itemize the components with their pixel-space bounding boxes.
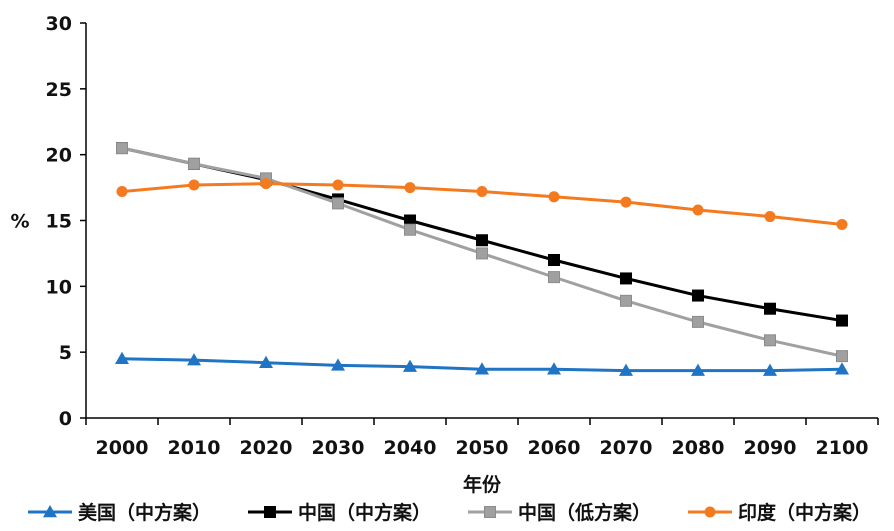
data-point [187, 353, 201, 366]
data-point [619, 363, 633, 376]
y-axis-title: % [10, 211, 29, 233]
data-point [548, 254, 560, 266]
x-tick-label: 2100 [816, 437, 869, 459]
data-point [403, 359, 417, 372]
data-point [692, 204, 704, 216]
x-axis-title: 年份 [463, 473, 502, 496]
data-point [835, 362, 849, 375]
legend-label: 中国（中方案） [298, 501, 431, 524]
series-2 [116, 142, 848, 363]
data-point [332, 197, 344, 210]
x-tick-label: 2030 [312, 437, 365, 459]
data-point [259, 355, 273, 368]
series-3 [116, 178, 848, 230]
data-point [404, 182, 416, 194]
data-point [260, 178, 272, 190]
legend-marker [43, 505, 57, 518]
data-point [836, 218, 848, 230]
data-point [331, 358, 345, 371]
y-tick-label: 5 [59, 342, 72, 364]
data-point [476, 247, 488, 260]
legend-item-2: 中国（低方案） [468, 501, 651, 524]
y-tick-label: 10 [46, 276, 72, 298]
legend-label: 中国（低方案） [518, 501, 651, 524]
data-point [692, 315, 704, 328]
data-point [476, 234, 488, 247]
data-point [620, 272, 632, 285]
legend: 美国（中方案） 中国（中方案） 中国（低方案） 印度（中方案） [28, 501, 871, 524]
legend-item-1: 中国（中方案） [248, 501, 431, 524]
legend-item-0: 美国（中方案） [28, 501, 211, 524]
x-tick-label: 2090 [744, 437, 797, 459]
data-point [188, 179, 200, 191]
legend-marker [704, 506, 716, 518]
x-tick-label: 2020 [240, 437, 293, 459]
x-tick-label: 2050 [456, 437, 509, 459]
y-tick-label: 30 [46, 13, 72, 35]
x-tick-label: 2010 [168, 437, 221, 459]
data-point [547, 362, 561, 375]
data-point [620, 196, 632, 208]
series-layer [115, 142, 849, 376]
data-point [476, 186, 488, 198]
y-tick-label: 0 [59, 408, 72, 430]
data-point [188, 157, 200, 170]
data-point [115, 351, 129, 364]
legend-item-3: 印度（中方案） [688, 501, 871, 524]
data-point [692, 289, 704, 302]
data-point [764, 211, 776, 223]
data-point [836, 350, 848, 363]
data-point [764, 334, 776, 347]
y-tick-label: 15 [46, 211, 72, 233]
series-0 [115, 351, 849, 376]
x-tick-label: 2040 [384, 437, 437, 459]
legend-marker [264, 506, 276, 518]
data-point [764, 302, 776, 315]
data-point [548, 271, 560, 284]
data-point [332, 179, 344, 191]
y-tick-label: 25 [46, 79, 72, 101]
data-point [116, 186, 128, 198]
data-point [404, 223, 416, 236]
axes: 0 5 10 15 20 25 30 2000 2010 2020 2030 2040 2050 2060… [10, 13, 879, 496]
data-point [475, 362, 489, 375]
x-tick-label: 2070 [600, 437, 653, 459]
legend-label: 美国（中方案） [78, 501, 211, 524]
x-tick-label: 2060 [528, 437, 581, 459]
x-tick-label: 2080 [672, 437, 725, 459]
data-point [116, 142, 128, 155]
legend-label: 印度（中方案） [738, 501, 871, 524]
x-tick-label: 2000 [96, 437, 149, 459]
y-tick-label: 20 [46, 145, 72, 167]
data-point [548, 191, 560, 203]
data-point [691, 363, 705, 376]
legend-marker [484, 506, 496, 518]
data-point [836, 314, 848, 327]
data-point [763, 363, 777, 376]
data-point [620, 294, 632, 307]
